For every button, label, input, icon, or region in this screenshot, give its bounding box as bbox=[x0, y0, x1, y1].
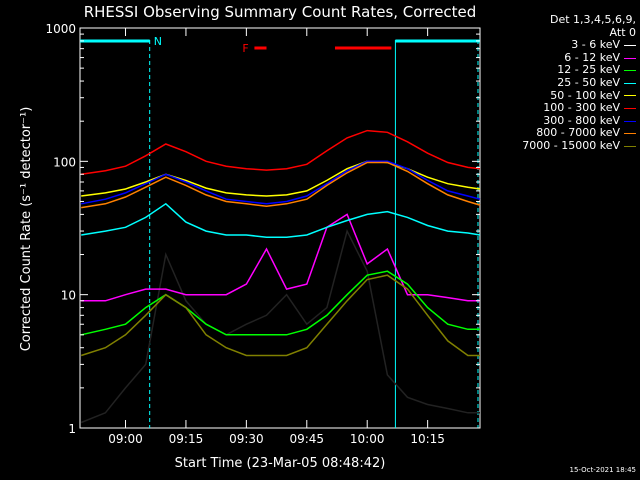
flare-label: F bbox=[242, 42, 248, 55]
series-line-0 bbox=[80, 228, 480, 424]
night-label: N bbox=[154, 35, 162, 48]
chart-title: RHESSI Observing Summary Count Rates, Co… bbox=[84, 3, 477, 21]
plot-frame bbox=[79, 27, 481, 429]
y-tick-label-3: 1000 bbox=[45, 22, 76, 36]
y-tick-label-1: 10 bbox=[61, 289, 76, 303]
annotations-layer: NF bbox=[80, 35, 480, 428]
x-tick-label-1: 09:15 bbox=[169, 432, 204, 446]
x-tick-label-3: 09:45 bbox=[289, 432, 324, 446]
y-tick-label-2: 100 bbox=[53, 155, 76, 169]
legend-swatch-7 bbox=[624, 133, 636, 135]
legend-item-1: 6 - 12 keV bbox=[490, 50, 636, 65]
series-line-5 bbox=[81, 129, 481, 176]
x-tick-label-2: 09:30 bbox=[229, 432, 264, 446]
legend-swatch-5 bbox=[624, 107, 636, 109]
x-tick-label-5: 10:15 bbox=[410, 432, 445, 446]
legend-swatch-3 bbox=[624, 82, 636, 84]
legend-item-2: 12 - 25 keV bbox=[490, 64, 636, 77]
x-tick-label-4: 10:00 bbox=[350, 432, 385, 446]
legend-item-5: 100 - 300 keV bbox=[490, 102, 636, 115]
x-tick-label-0: 09:00 bbox=[108, 432, 143, 446]
y-axis-label: Corrected Count Rate (s⁻¹ detector⁻¹) bbox=[19, 107, 34, 352]
ticks-layer: 09:00 09:15 09:30 09:45 10:00 10:15 1 10 100 1000 bbox=[45, 22, 480, 446]
legend-label-1: 6 - 12 keV bbox=[564, 50, 620, 64]
series-line-7 bbox=[81, 161, 481, 209]
legend-item-7: 800 - 7000 keV bbox=[490, 127, 636, 140]
legend-rows: 3 - 6 keV 6 - 12 keV 12 - 25 keV 25 - 50 ke… bbox=[490, 39, 636, 152]
legend-label-6: 300 - 800 keV bbox=[543, 113, 620, 127]
legend-swatch-6 bbox=[624, 120, 636, 122]
legend-label-8: 7000 - 15000 keV bbox=[522, 138, 620, 152]
legend-label-7: 800 - 7000 keV bbox=[536, 126, 620, 140]
legend-header-line-2: Att 0 bbox=[609, 25, 636, 39]
series-line-4 bbox=[81, 160, 481, 197]
legend-header-line-1: Det 1,3,4,5,6,9, bbox=[549, 13, 636, 26]
x-axis-label: Start Time (23-Mar-05 08:48:42) bbox=[175, 456, 386, 471]
series-line-1 bbox=[81, 213, 480, 302]
legend-item-8: 7000 - 15000 keV bbox=[490, 138, 636, 153]
legend-swatch-2 bbox=[624, 70, 636, 72]
series-line-3 bbox=[81, 202, 481, 238]
legend-swatch-1 bbox=[624, 57, 636, 59]
legend-item-4: 50 - 100 keV bbox=[490, 88, 636, 103]
legend-label-2: 12 - 25 keV bbox=[557, 63, 620, 77]
legend-label-0: 3 - 6 keV bbox=[571, 38, 620, 52]
series-layer bbox=[80, 129, 481, 424]
legend: Det 1,3,4,5,6,9, Att 0 3 - 6 keV 6 - 12 k… bbox=[490, 13, 636, 153]
series-line-6 bbox=[81, 160, 481, 205]
legend-label-3: 25 - 50 keV bbox=[557, 75, 620, 89]
series-line-8 bbox=[80, 274, 480, 357]
legend-swatch-8 bbox=[624, 145, 636, 147]
legend-label-4: 50 - 100 keV bbox=[550, 88, 620, 102]
legend-item-3: 25 - 50 keV bbox=[490, 75, 636, 90]
series-line-2 bbox=[81, 270, 480, 336]
y-tick-label-0: 1 bbox=[68, 422, 76, 436]
timestamp: 15-Oct-2021 18:45 bbox=[569, 466, 636, 474]
legend-item-0: 3 - 6 keV bbox=[490, 39, 636, 52]
legend-label-5: 100 - 300 keV bbox=[543, 101, 620, 115]
legend-swatch-4 bbox=[624, 95, 636, 97]
legend-item-6: 300 - 800 keV bbox=[490, 113, 636, 128]
legend-swatch-0 bbox=[624, 44, 636, 46]
